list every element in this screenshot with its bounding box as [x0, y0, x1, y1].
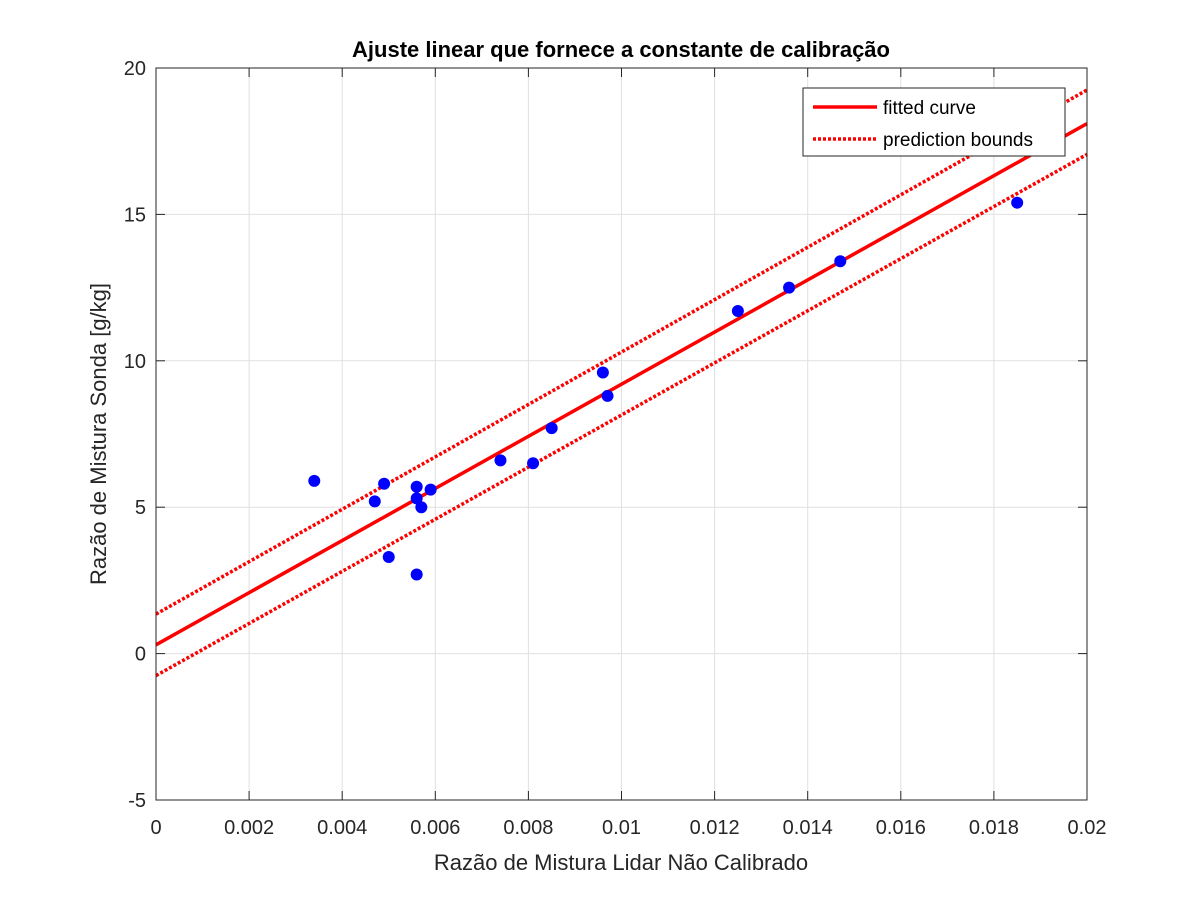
legend-box — [802, 87, 1066, 157]
chart-title: Ajuste linear que fornece a constante de… — [352, 37, 890, 62]
legend: fitted curve prediction bounds — [802, 87, 1066, 157]
x-tick-label: 0.018 — [969, 817, 1019, 839]
fitted-curve-line — [155, 122, 1088, 647]
data-point — [415, 501, 428, 514]
x-tick-label: 0 — [150, 817, 161, 839]
x-tick-label: 0.008 — [503, 817, 553, 839]
x-tick-label: 0.004 — [317, 817, 367, 839]
x-axis-label: Razão de Mistura Lidar Não Calibrado — [434, 850, 808, 875]
legend-fitted-curve-label: fitted curve — [883, 98, 976, 119]
y-tick-label: 20 — [124, 58, 146, 80]
data-point — [382, 550, 395, 563]
data-point — [378, 477, 391, 490]
x-tick-label: 0.014 — [783, 817, 833, 839]
x-tick-label: 0.006 — [410, 817, 460, 839]
y-tick-label: 5 — [135, 497, 146, 519]
data-point — [731, 305, 744, 318]
x-tick-label: 0.01 — [602, 817, 641, 839]
legend-prediction-bounds-label: prediction bounds — [883, 130, 1033, 151]
data-point — [308, 474, 321, 487]
data-point — [410, 492, 423, 505]
x-tick-label: 0.016 — [876, 817, 926, 839]
data-point — [834, 255, 847, 268]
y-axis-label: Razão de Mistura Sonda [g/kg] — [86, 283, 111, 585]
axis-ticks: 0 0.002 0.004 0.006 0.008 0.01 0.012 0.014 0.016… — [124, 58, 1107, 839]
data-point — [410, 568, 423, 581]
series-lines — [155, 88, 1088, 678]
x-tick-label: 0.012 — [690, 817, 740, 839]
x-tick-label: 0.02 — [1068, 817, 1107, 839]
y-tick-label: 0 — [135, 644, 146, 666]
data-point — [783, 281, 796, 294]
data-point — [424, 483, 437, 496]
data-point — [368, 495, 381, 508]
data-point — [545, 422, 558, 435]
data-point — [596, 366, 609, 379]
data-point — [410, 480, 423, 493]
y-tick-label: -5 — [128, 790, 146, 812]
data-point — [494, 454, 507, 467]
data-points — [308, 196, 1024, 581]
data-point — [527, 457, 540, 470]
y-tick-label: 15 — [124, 204, 146, 226]
lower-prediction-bound-line — [155, 152, 1088, 678]
data-point — [601, 389, 614, 402]
y-tick-label: 10 — [124, 351, 146, 373]
data-point — [1011, 196, 1024, 209]
upper-prediction-bound-line — [155, 88, 1088, 616]
x-tick-label: 0.002 — [224, 817, 274, 839]
